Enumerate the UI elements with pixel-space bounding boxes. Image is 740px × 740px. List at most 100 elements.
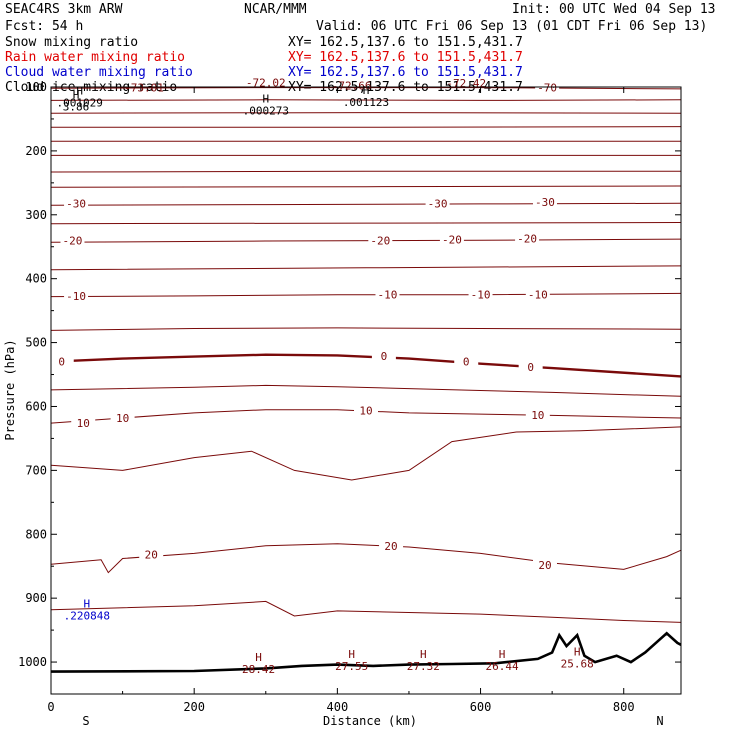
y-tick-label: 300	[25, 208, 47, 222]
isotherm-0	[50, 353, 682, 378]
isotherm-m15	[50, 265, 682, 271]
extremum-value: .001029	[56, 97, 102, 110]
contour-label-bg	[379, 539, 404, 553]
isotherm-m60	[50, 112, 682, 114]
contour-label: 10	[116, 412, 129, 425]
model-label: SEAC4RS 3km ARW	[5, 2, 123, 17]
contour-label: -10	[471, 289, 491, 302]
header: SEAC4RS 3km ARW NCAR/MMM Init: 00 UTC We…	[5, 2, 716, 95]
contour-label: 10	[359, 404, 372, 417]
x-tick-label: 0	[47, 700, 54, 714]
contour-label: 20	[384, 540, 397, 553]
x-tick-label: 400	[327, 700, 349, 714]
isotherm-m25	[50, 222, 682, 225]
contour-label-bg	[525, 288, 550, 302]
field-cloudwater-name: Cloud water mixing ratio	[5, 65, 193, 80]
org-label: NCAR/MMM	[244, 2, 307, 17]
contour-label-bg	[425, 197, 450, 211]
plot-area: -70 -30 -30 -30 -20 -20 -20 -20 -10 -10 -10 -10 0 0 0 0…	[18, 76, 682, 714]
x-tick-label: 200	[183, 700, 205, 714]
south-end-label: S	[82, 714, 89, 728]
field-rain-xy: XY= 162.5,137.6 to 151.5,431.7	[288, 50, 523, 65]
isotherm-m40	[50, 170, 681, 173]
valid-label: Valid: 06 UTC Fri 06 Sep 13 (01 CDT Fri …	[316, 19, 707, 34]
extremum-marker: H	[574, 646, 581, 659]
contour-label-bg	[532, 558, 557, 572]
contour-label: -10	[66, 290, 86, 303]
contour-label: -30	[428, 197, 448, 210]
extremum-value: .001123	[343, 96, 389, 109]
y-tick-label: 800	[25, 527, 47, 541]
plot-frame	[50, 86, 682, 695]
y-tick-label: 200	[25, 144, 47, 158]
field-cloudwater-xy: XY= 162.5,137.6 to 151.5,431.7	[288, 65, 523, 80]
isotherm-m20	[50, 238, 682, 243]
contour-label-bg	[368, 234, 393, 248]
contour-label-bg	[60, 234, 85, 248]
y-tick-label: 1000	[18, 655, 47, 669]
contour-label: 20	[145, 549, 158, 562]
field-snow-xy: XY= 162.5,137.6 to 151.5,431.7	[288, 35, 523, 50]
y-axis-title: Pressure (hPa)	[3, 339, 17, 440]
contour-label-bg	[518, 360, 543, 374]
extremum-value: -72.66	[332, 80, 372, 93]
contour-label: 10	[77, 417, 90, 430]
isotherm-15	[50, 426, 682, 481]
contour-label-bg	[535, 81, 560, 95]
extremum-value: 26.44	[485, 660, 518, 673]
contour-label-bg	[454, 355, 479, 369]
extremum-marker: H	[255, 651, 262, 664]
extremum-value: 28.42	[242, 663, 275, 676]
contour-label-bg	[515, 232, 540, 246]
extremum-marker: H	[73, 89, 80, 102]
isotherm-m35	[50, 185, 682, 188]
y-tick-label: 900	[25, 591, 47, 605]
contour-label: -30	[535, 196, 555, 209]
north-end-label: N	[656, 714, 663, 728]
extremum-marker: H	[76, 85, 83, 98]
contour-label: -20	[517, 232, 537, 245]
isotherm-m65	[50, 99, 682, 101]
isotherm-m5	[50, 327, 682, 331]
extremum-value: 27.32	[407, 660, 440, 673]
extremum-marker: H	[262, 92, 269, 105]
contour-label: -10	[378, 289, 398, 302]
contour-label-bg	[439, 233, 464, 247]
extremum-value: .000273	[243, 104, 289, 117]
contour-label-bg	[49, 355, 74, 369]
contour-label-bg	[468, 288, 493, 302]
field-rain-name: Rain water mixing ratio	[5, 50, 185, 65]
contour-label-bg	[375, 288, 400, 302]
extremum-value: .220848	[64, 610, 110, 623]
contour-label: -20	[370, 234, 390, 247]
contour-label-bg	[64, 197, 89, 211]
contour-label-bg	[371, 349, 396, 363]
x-axis-title: Distance (km)	[323, 714, 417, 728]
contour-label-bg	[64, 289, 89, 303]
isotherm-m30	[50, 202, 682, 206]
contour-label-bg	[110, 411, 135, 425]
contour-label: -20	[63, 234, 83, 247]
isotherm-5	[50, 384, 682, 397]
contour-label-layer: -70 -30 -30 -30 -20 -20 -20 -20 -10 -10 -10 -10 0 0 0 0…	[49, 81, 560, 572]
x-tick-label: 800	[613, 700, 635, 714]
y-tick-label: 400	[25, 272, 47, 286]
extremum-value: -72.02	[246, 76, 286, 89]
contour-label: -20	[442, 234, 462, 247]
field-snow-name: Snow mixing ratio	[5, 35, 138, 50]
isotherm-20	[50, 543, 682, 574]
extremum-value: 27.55	[335, 660, 368, 673]
isotherm-25	[50, 600, 682, 623]
extremum-marker: H	[363, 84, 370, 97]
extrema-layer: H3.86-73.01 -72.02 -72.66 -72.42H.001029 H.0…	[56, 76, 593, 675]
extremum-marker: H	[499, 648, 506, 661]
contour-label-bg	[139, 548, 164, 562]
isotherm-m55	[51, 126, 682, 128]
x-tick-label: 600	[470, 700, 492, 714]
contour-label-bg	[532, 196, 557, 210]
extremum-value: 25.68	[561, 658, 594, 671]
extremum-marker: H	[348, 648, 355, 661]
contour-label: 0	[463, 356, 470, 369]
contour-label: -70	[537, 82, 557, 95]
